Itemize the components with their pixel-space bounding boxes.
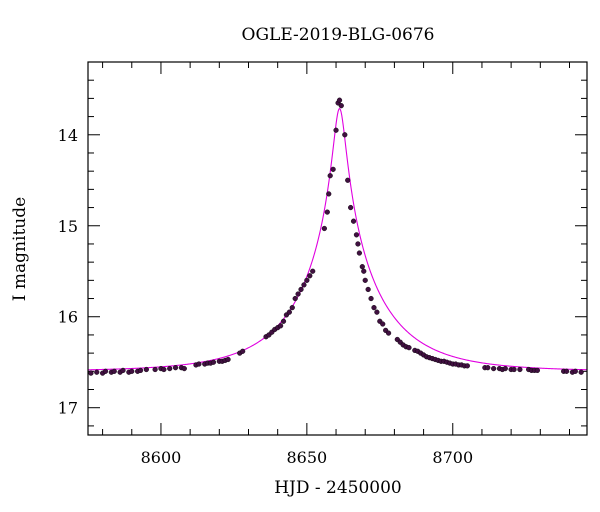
data-point <box>511 366 517 373</box>
data-point <box>298 286 304 293</box>
axis-ticks <box>88 61 587 435</box>
data-point <box>563 368 570 374</box>
data-point <box>330 166 336 172</box>
y-axis-label: I magnitude <box>10 197 30 301</box>
data-point <box>307 273 313 279</box>
data-point <box>129 368 135 374</box>
data-point <box>326 191 332 197</box>
y-tick-label: 17 <box>58 399 78 418</box>
data-point <box>280 318 287 324</box>
data-point <box>278 323 284 329</box>
data-point <box>295 291 301 297</box>
data-point <box>88 370 94 376</box>
data-point <box>111 368 117 374</box>
data-point <box>361 268 367 274</box>
data-point <box>336 97 343 103</box>
data-point <box>406 345 412 351</box>
data-point <box>350 218 357 224</box>
x-tick-label: 8600 <box>141 448 182 467</box>
data-point <box>374 309 380 315</box>
data-point <box>143 366 149 373</box>
data-point <box>172 365 179 371</box>
data-point <box>338 103 344 109</box>
data-point <box>225 356 231 363</box>
data-point <box>534 367 540 374</box>
data-point <box>310 268 316 274</box>
data-point <box>353 232 360 238</box>
data-point <box>517 366 523 373</box>
data-point <box>181 365 187 372</box>
data-point <box>380 321 386 327</box>
data-point <box>324 209 330 215</box>
data-point <box>348 204 354 211</box>
x-tick-label: 8650 <box>287 448 328 467</box>
data-point <box>301 282 307 288</box>
data-point <box>210 359 217 365</box>
data-point <box>94 369 100 375</box>
data-point <box>286 309 292 315</box>
data-point <box>502 365 508 372</box>
data-point <box>368 295 374 302</box>
chart-title: OGLE-2019-BLG-0676 <box>242 25 435 45</box>
data-point <box>365 286 371 293</box>
data-point <box>152 366 158 373</box>
y-tick-label: 16 <box>58 308 78 327</box>
data-point <box>385 330 392 336</box>
x-axis-label: HJD - 2450000 <box>274 478 402 498</box>
data-point <box>161 366 167 373</box>
data-point <box>240 348 246 354</box>
data-point <box>491 365 497 372</box>
y-tick-label: 14 <box>58 126 78 145</box>
data-point <box>137 367 144 374</box>
data-point <box>196 361 202 367</box>
data-point <box>321 225 327 232</box>
data-point <box>485 365 491 371</box>
data-point <box>356 250 362 256</box>
data-point <box>362 277 368 283</box>
tick-labels: 8600 8650 8700 14 15 16 17 <box>58 126 473 467</box>
data-point <box>371 305 377 311</box>
y-tick-label: 15 <box>58 217 78 236</box>
data-point <box>578 369 584 375</box>
data-point <box>292 295 298 302</box>
plot-frame <box>87 61 588 436</box>
data-point <box>345 177 351 183</box>
data-point <box>355 241 361 247</box>
data-point <box>342 132 348 138</box>
data-point <box>464 363 470 369</box>
x-tick-label: 8700 <box>432 448 473 467</box>
data-point <box>327 173 333 179</box>
data-point <box>572 368 578 374</box>
data-point <box>120 367 126 374</box>
data-point <box>167 365 173 372</box>
data-point <box>289 305 295 311</box>
data-point <box>333 127 339 133</box>
data-points <box>88 97 584 376</box>
model-curve <box>87 107 588 371</box>
data-point <box>304 277 310 283</box>
data-point <box>102 368 109 374</box>
data-point <box>359 264 365 270</box>
